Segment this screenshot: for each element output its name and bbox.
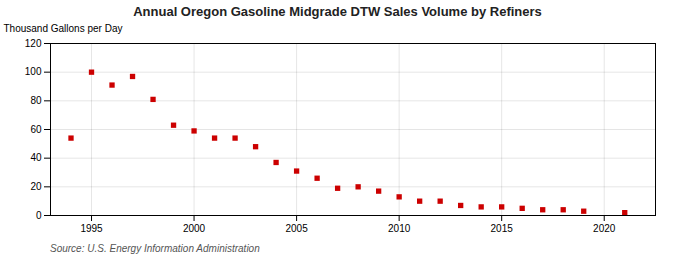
- svg-text:2020: 2020: [593, 223, 616, 234]
- html-text:Source: U.S. Energy Informatio: Source: U.S. Energy Information Administ…: [50, 243, 260, 254]
- svg-text:2015: 2015: [491, 223, 514, 234]
- svg-text:40: 40: [30, 152, 42, 163]
- svg-text:120: 120: [25, 38, 42, 49]
- svg-text:1995: 1995: [80, 223, 103, 234]
- html-text:Annual Oregon Gasoline Midgrad: Annual Oregon Gasoline Midgrade DTW Sale…: [133, 4, 542, 19]
- svg-text:Thousand Gallons per Day: Thousand Gallons per Day: [4, 23, 123, 34]
- svg-text:20: 20: [30, 181, 42, 192]
- svg-text:60: 60: [30, 124, 42, 135]
- svg-text:2010: 2010: [388, 223, 411, 234]
- svg-text:2005: 2005: [285, 223, 308, 234]
- svg-text:0: 0: [36, 210, 42, 221]
- svg-text:100: 100: [25, 66, 42, 77]
- svg-text:80: 80: [30, 95, 42, 106]
- svg-text:2000: 2000: [183, 223, 206, 234]
